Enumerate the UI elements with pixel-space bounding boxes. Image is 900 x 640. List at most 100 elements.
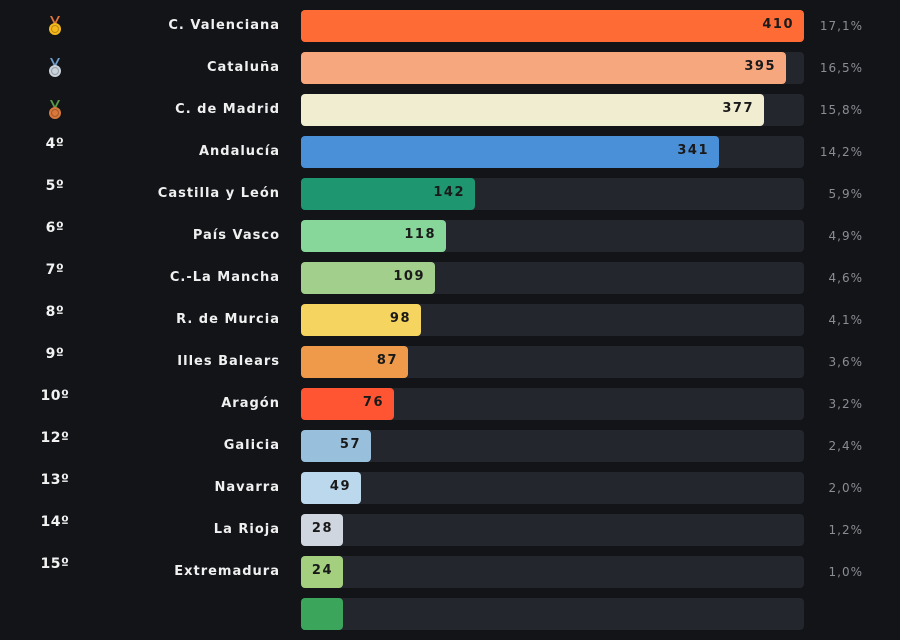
- bar-value-label: 24: [311, 563, 333, 578]
- percentage-label: 17,1%: [819, 19, 863, 33]
- bar-value-label: 87: [376, 353, 398, 368]
- bar-track: 118: [301, 220, 804, 252]
- chart-row: 12º Galicia 57 2,4%: [0, 430, 900, 472]
- chart-row: 4º Andalucía 341 14,2%: [0, 136, 900, 178]
- bar-value-label: 49: [329, 479, 351, 494]
- bar-track: 57: [301, 430, 804, 462]
- rank-label: 6º: [45, 220, 65, 236]
- category-label: R. de Murcia: [176, 312, 280, 327]
- chart-row: C. Valenciana 410 17,1%: [0, 10, 900, 52]
- chart-row: 5º Castilla y León 142 5,9%: [0, 178, 900, 220]
- percentage-label: 15,8%: [819, 103, 863, 117]
- rank-label: 9º: [45, 346, 65, 362]
- category-label: Galicia: [223, 438, 280, 453]
- bar-track: 341: [301, 136, 804, 168]
- category-label: Castilla y León: [157, 186, 280, 201]
- bar: 49: [301, 472, 361, 504]
- bar: 87: [301, 346, 408, 378]
- bar: 76: [301, 388, 394, 420]
- bar-value-label: 142: [433, 185, 465, 200]
- chart-row-partial: [0, 598, 900, 640]
- chart-row: 15º Extremadura 24 1,0%: [0, 556, 900, 598]
- rank-label: 4º: [45, 136, 65, 152]
- percentage-label: 2,0%: [828, 481, 863, 495]
- bar: 410: [301, 10, 804, 42]
- chart-row: C. de Madrid 377 15,8%: [0, 94, 900, 136]
- percentage-label: 14,2%: [819, 145, 863, 159]
- rank-label: 15º: [40, 556, 70, 572]
- category-label: Aragón: [221, 396, 280, 411]
- category-label: C.-La Mancha: [169, 270, 280, 285]
- bar-track: 87: [301, 346, 804, 378]
- rank-label: 12º: [40, 430, 70, 446]
- chart-row: 6º País Vasco 118 4,9%: [0, 220, 900, 262]
- bar-value-label: 57: [339, 437, 361, 452]
- bar-value-label: 377: [722, 101, 754, 116]
- bar-track: 395: [301, 52, 804, 84]
- bar: 28: [301, 514, 343, 546]
- bar-value-label: 341: [677, 143, 709, 158]
- bar-track: 410: [301, 10, 804, 42]
- percentage-label: 5,9%: [828, 187, 863, 201]
- bar-track: [301, 598, 804, 630]
- percentage-label: 1,2%: [828, 523, 863, 537]
- silver-medal-icon: [47, 58, 63, 78]
- bar: 57: [301, 430, 371, 462]
- bar-track: 24: [301, 556, 804, 588]
- bar: 377: [301, 94, 764, 126]
- rank-label: 13º: [40, 472, 70, 488]
- percentage-label: 2,4%: [828, 439, 863, 453]
- chart-row: 10º Aragón 76 3,2%: [0, 388, 900, 430]
- bar-track: 377: [301, 94, 804, 126]
- rank-label: 7º: [45, 262, 65, 278]
- percentage-label: 1,0%: [828, 565, 863, 579]
- category-label: Navarra: [214, 480, 280, 495]
- percentage-label: 4,6%: [828, 271, 863, 285]
- rank-label: 14º: [40, 514, 70, 530]
- gold-medal-icon: [47, 16, 63, 36]
- bar-value-label: 98: [389, 311, 411, 326]
- bar: 109: [301, 262, 435, 294]
- bar-track: 142: [301, 178, 804, 210]
- chart-row: Cataluña 395 16,5%: [0, 52, 900, 94]
- bar-track: 109: [301, 262, 804, 294]
- bar-track: 98: [301, 304, 804, 336]
- bar: 24: [301, 556, 343, 588]
- bar: 98: [301, 304, 421, 336]
- category-label: País Vasco: [192, 228, 280, 243]
- bar-value-label: 410: [762, 17, 794, 32]
- chart-row: 8º R. de Murcia 98 4,1%: [0, 304, 900, 346]
- rank-label: 5º: [45, 178, 65, 194]
- bar-track: 76: [301, 388, 804, 420]
- bar-track: 28: [301, 514, 804, 546]
- bar-value-label: 395: [744, 59, 776, 74]
- percentage-label: 3,6%: [828, 355, 863, 369]
- bar-value-label: 28: [311, 521, 333, 536]
- bar: [301, 598, 343, 630]
- percentage-label: 4,1%: [828, 313, 863, 327]
- bar: 142: [301, 178, 475, 210]
- category-label: Extremadura: [174, 564, 280, 579]
- rank-label: 8º: [45, 304, 65, 320]
- bar-value-label: 109: [393, 269, 425, 284]
- bar: 395: [301, 52, 786, 84]
- percentage-label: 3,2%: [828, 397, 863, 411]
- bar-value-label: 76: [362, 395, 384, 410]
- category-label: La Rioja: [213, 522, 280, 537]
- category-label: Illes Balears: [177, 354, 280, 369]
- category-label: C. de Madrid: [175, 102, 280, 117]
- chart-row: 7º C.-La Mancha 109 4,6%: [0, 262, 900, 304]
- chart-row: 13º Navarra 49 2,0%: [0, 472, 900, 514]
- percentage-label: 4,9%: [828, 229, 863, 243]
- bronze-medal-icon: [47, 100, 63, 120]
- category-label: C. Valenciana: [168, 18, 280, 33]
- bar: 341: [301, 136, 719, 168]
- percentage-label: 16,5%: [819, 61, 863, 75]
- bar-value-label: 118: [404, 227, 436, 242]
- ranking-bar-chart: C. Valenciana 410 17,1% Cataluña 395 16,5% C. …: [0, 10, 900, 630]
- bar: 118: [301, 220, 446, 252]
- chart-row: 14º La Rioja 28 1,2%: [0, 514, 900, 556]
- category-label: Cataluña: [206, 60, 280, 75]
- category-label: Andalucía: [198, 144, 280, 159]
- chart-row: 9º Illes Balears 87 3,6%: [0, 346, 900, 388]
